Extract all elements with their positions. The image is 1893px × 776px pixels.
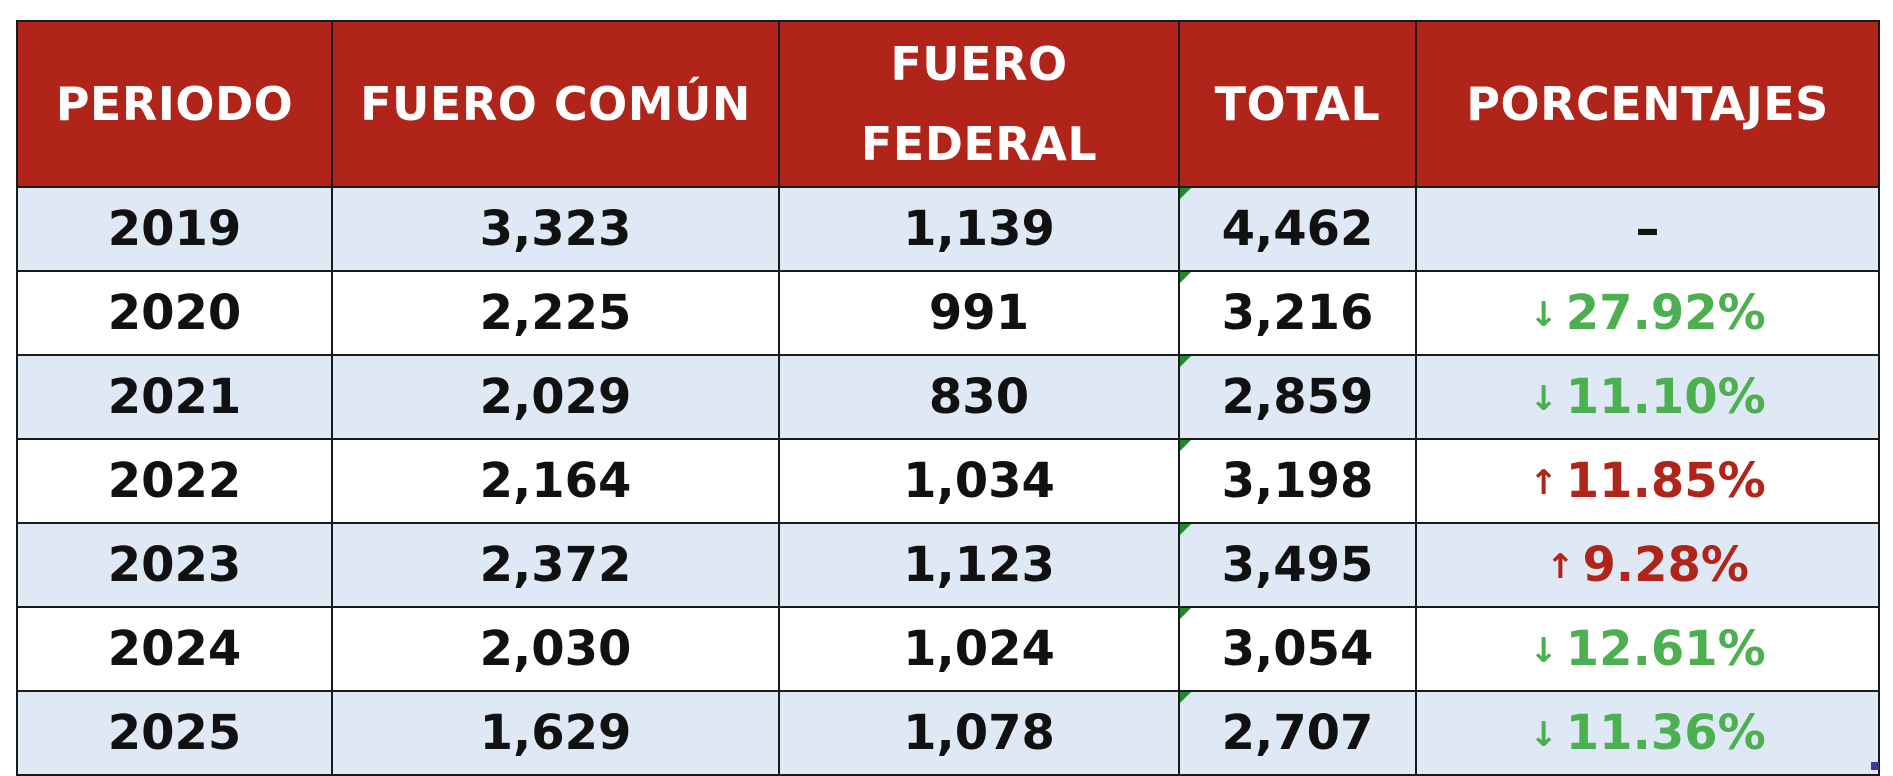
pct-value: ↑ 11.85%: [1529, 453, 1765, 509]
table-row: 2019 3,323 1,139 4,462 –: [16, 186, 1880, 272]
cell-fuero-federal: 830: [778, 354, 1180, 440]
comment-marker-icon: [1180, 188, 1191, 199]
cell-total: 3,198: [1178, 438, 1417, 524]
cell-total-value: 2,707: [1221, 705, 1374, 761]
cell-fuero-comun: 2,225: [331, 270, 780, 356]
table-row: 2024 2,030 1,024 3,054 ↓ 12.61%: [16, 606, 1880, 692]
pct-value: ↓ 27.92%: [1529, 285, 1765, 341]
pct-value-text: 11.10%: [1565, 369, 1766, 425]
comment-marker-icon: [1180, 272, 1191, 283]
pct-value: ↑ 9.28%: [1546, 537, 1749, 593]
cell-total: 2,707: [1178, 690, 1417, 776]
pct-value: ↓ 11.10%: [1529, 369, 1765, 425]
table-row: 2020 2,225 991 3,216 ↓ 27.92%: [16, 270, 1880, 356]
cell-fuero-comun: 2,030: [331, 606, 780, 692]
cell-porcentaje: ↓ 11.36%: [1415, 690, 1880, 776]
cell-porcentaje: ↑ 11.85%: [1415, 438, 1880, 524]
cell-total: 3,216: [1178, 270, 1417, 356]
header-periodo: PERIODO: [16, 20, 333, 188]
cell-porcentaje: ↑ 9.28%: [1415, 522, 1880, 608]
cell-total-value: 3,198: [1221, 453, 1374, 509]
header-fuero-federal-line2: FEDERAL: [860, 117, 1098, 171]
data-table: PERIODO FUERO COMÚN FUERO FEDERAL TOTAL …: [16, 20, 1880, 776]
cell-total-value: 3,495: [1221, 537, 1374, 593]
table-header: PERIODO FUERO COMÚN FUERO FEDERAL TOTAL …: [16, 20, 1880, 188]
pct-value: ↓ 11.36%: [1529, 705, 1765, 761]
cell-periodo: 2019: [16, 186, 333, 272]
arrow-down-icon: ↓: [1529, 295, 1558, 335]
cell-fuero-federal: 1,024: [778, 606, 1180, 692]
cell-fuero-federal: 991: [778, 270, 1180, 356]
cell-porcentaje: ↓ 12.61%: [1415, 606, 1880, 692]
cell-fuero-comun: 3,323: [331, 186, 780, 272]
cell-fuero-federal: 1,123: [778, 522, 1180, 608]
comment-marker-icon: [1180, 524, 1191, 535]
table-row: 2021 2,029 830 2,859 ↓ 11.10%: [16, 354, 1880, 440]
arrow-up-icon: ↑: [1545, 547, 1575, 587]
table-row: 2025 1,629 1,078 2,707 ↓ 11.36%: [16, 690, 1880, 776]
header-fuero-comun: FUERO COMÚN: [331, 20, 780, 188]
cell-fuero-federal: 1,078: [778, 690, 1180, 776]
table-row: 2022 2,164 1,034 3,198 ↑ 11.85%: [16, 438, 1880, 524]
pct-value: ↓ 12.61%: [1529, 621, 1765, 677]
arrow-down-icon: ↓: [1529, 715, 1558, 755]
comment-marker-icon: [1180, 356, 1191, 367]
header-porcentajes: PORCENTAJES: [1415, 20, 1880, 188]
cell-fuero-comun: 2,372: [331, 522, 780, 608]
cell-fuero-comun: 2,029: [331, 354, 780, 440]
pct-value-text: 9.28%: [1582, 537, 1750, 593]
cell-fuero-comun: 1,629: [331, 690, 780, 776]
comment-marker-icon: [1180, 692, 1191, 703]
cell-total: 3,495: [1178, 522, 1417, 608]
cell-periodo: 2025: [16, 690, 333, 776]
cell-total: 3,054: [1178, 606, 1417, 692]
pct-value-text: –: [1635, 201, 1660, 257]
resize-handle[interactable]: [1871, 762, 1879, 770]
header-total: TOTAL: [1178, 20, 1417, 188]
cell-periodo: 2024: [16, 606, 333, 692]
table-body: 2019 3,323 1,139 4,462 – 2020 2,225 991 …: [16, 186, 1880, 776]
cell-fuero-comun: 2,164: [331, 438, 780, 524]
cell-periodo: 2022: [16, 438, 333, 524]
cell-total-value: 3,216: [1221, 285, 1374, 341]
header-fuero-federal: FUERO FEDERAL: [778, 20, 1180, 188]
pct-value: –: [1636, 201, 1660, 257]
cell-total: 4,462: [1178, 186, 1417, 272]
cell-total: 2,859: [1178, 354, 1417, 440]
cell-periodo: 2021: [16, 354, 333, 440]
cell-porcentaje: ↓ 11.10%: [1415, 354, 1880, 440]
cell-total-value: 3,054: [1221, 621, 1374, 677]
cell-periodo: 2020: [16, 270, 333, 356]
arrow-down-icon: ↓: [1529, 379, 1558, 419]
cell-periodo: 2023: [16, 522, 333, 608]
table-row: 2023 2,372 1,123 3,495 ↑ 9.28%: [16, 522, 1880, 608]
cell-total-value: 4,462: [1221, 201, 1374, 257]
arrow-down-icon: ↓: [1529, 631, 1558, 671]
pct-value-text: 11.85%: [1565, 453, 1766, 509]
pct-value-text: 12.61%: [1565, 621, 1766, 677]
pct-value-text: 11.36%: [1565, 705, 1766, 761]
comment-marker-icon: [1180, 608, 1191, 619]
cell-porcentaje: –: [1415, 186, 1880, 272]
pct-value-text: 27.92%: [1565, 285, 1766, 341]
comment-marker-icon: [1180, 440, 1191, 451]
header-row: PERIODO FUERO COMÚN FUERO FEDERAL TOTAL …: [16, 20, 1880, 188]
arrow-up-icon: ↑: [1529, 463, 1558, 503]
cell-fuero-federal: 1,034: [778, 438, 1180, 524]
cell-total-value: 2,859: [1221, 369, 1374, 425]
header-fuero-federal-line1: FUERO: [890, 37, 1068, 91]
cell-fuero-federal: 1,139: [778, 186, 1180, 272]
cell-porcentaje: ↓ 27.92%: [1415, 270, 1880, 356]
